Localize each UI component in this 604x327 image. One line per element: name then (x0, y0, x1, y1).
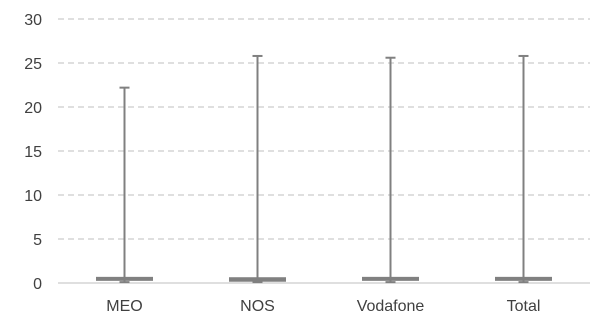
box-total (495, 54, 552, 284)
y-axis: 0 5 10 15 20 25 30 (24, 12, 42, 293)
x-tick-label: Vodafone (357, 298, 425, 315)
box-body (229, 277, 286, 282)
y-tick-label: 0 (33, 276, 42, 293)
y-tick-label: 25 (24, 56, 42, 73)
box-nos (229, 54, 286, 284)
y-tick-label: 10 (24, 188, 42, 205)
y-tick-label: 20 (24, 100, 42, 117)
box-body (495, 276, 552, 281)
x-axis: MEO NOS Vodafone Total (106, 298, 540, 315)
box-vodafone (362, 56, 419, 284)
box-body (96, 276, 153, 281)
y-tick-label: 30 (24, 12, 42, 29)
grid-lines (58, 18, 590, 284)
box-meo (96, 86, 153, 284)
y-tick-label: 15 (24, 144, 42, 161)
x-tick-label: MEO (106, 298, 142, 315)
x-tick-label: NOS (240, 298, 275, 315)
y-tick-label: 5 (33, 232, 42, 249)
x-tick-label: Total (507, 298, 541, 315)
plot-area (96, 54, 552, 284)
box-body (362, 276, 419, 281)
